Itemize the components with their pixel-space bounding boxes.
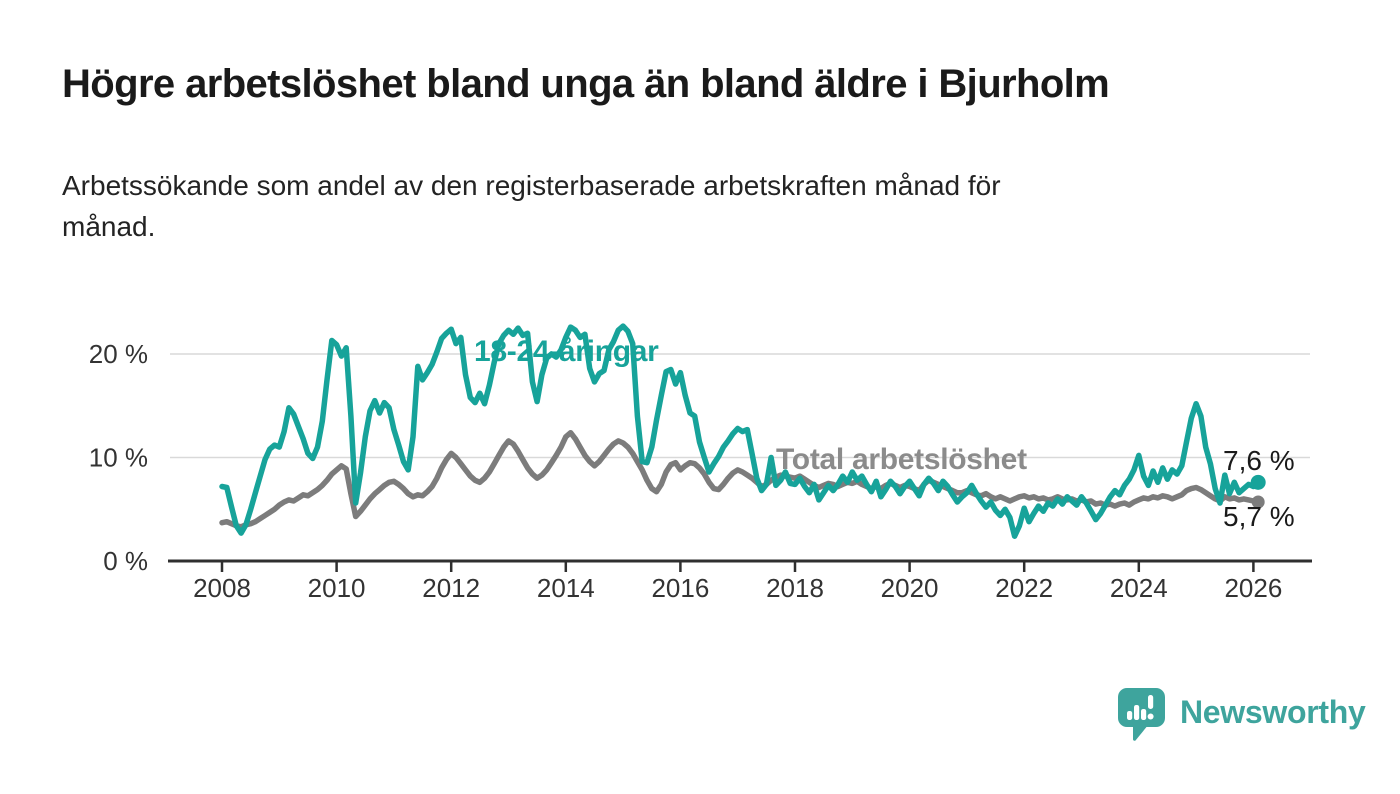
x-axis-label-2014: 2014 xyxy=(537,573,595,603)
newsworthy-logo: Newsworthy xyxy=(1112,682,1366,742)
x-axis-label-2012: 2012 xyxy=(422,573,480,603)
series-end-dot-youth xyxy=(1250,474,1266,490)
y-axis-label-0: 0 % xyxy=(103,546,148,576)
end-value-label-youth: 7,6 % xyxy=(1223,445,1295,476)
chart-subtitle: Arbetssökande som andel av den registerb… xyxy=(62,165,1342,247)
chart-subtitle-line1: Arbetssökande som andel av den registerb… xyxy=(62,170,1001,201)
x-axis-label-2008: 2008 xyxy=(193,573,251,603)
series-end-dot-total xyxy=(1251,495,1265,509)
x-axis-label-2022: 2022 xyxy=(995,573,1053,603)
x-axis-label-2010: 2010 xyxy=(308,573,366,603)
y-axis-label-20: 20 % xyxy=(89,339,148,369)
newsworthy-logo-text: Newsworthy xyxy=(1180,693,1366,730)
x-axis-label-2020: 2020 xyxy=(881,573,939,603)
chart-subtitle-line2: månad. xyxy=(62,211,156,242)
x-axis-label-2026: 2026 xyxy=(1224,573,1282,603)
x-axis-label-2018: 2018 xyxy=(766,573,824,603)
series-label-youth: 18-24-åringar xyxy=(474,335,659,368)
y-axis-label-10: 10 % xyxy=(89,443,148,473)
x-axis-label-2024: 2024 xyxy=(1110,573,1168,603)
newsworthy-logo-icon xyxy=(1118,688,1165,741)
end-value-label-total: 5,7 % xyxy=(1223,501,1295,532)
page-title: Högre arbetslöshet bland unga än bland ä… xyxy=(62,62,1110,106)
series-label-total: Total arbetslöshet xyxy=(776,443,1027,476)
series-line-youth xyxy=(219,323,1261,539)
x-axis-label-2016: 2016 xyxy=(651,573,709,603)
